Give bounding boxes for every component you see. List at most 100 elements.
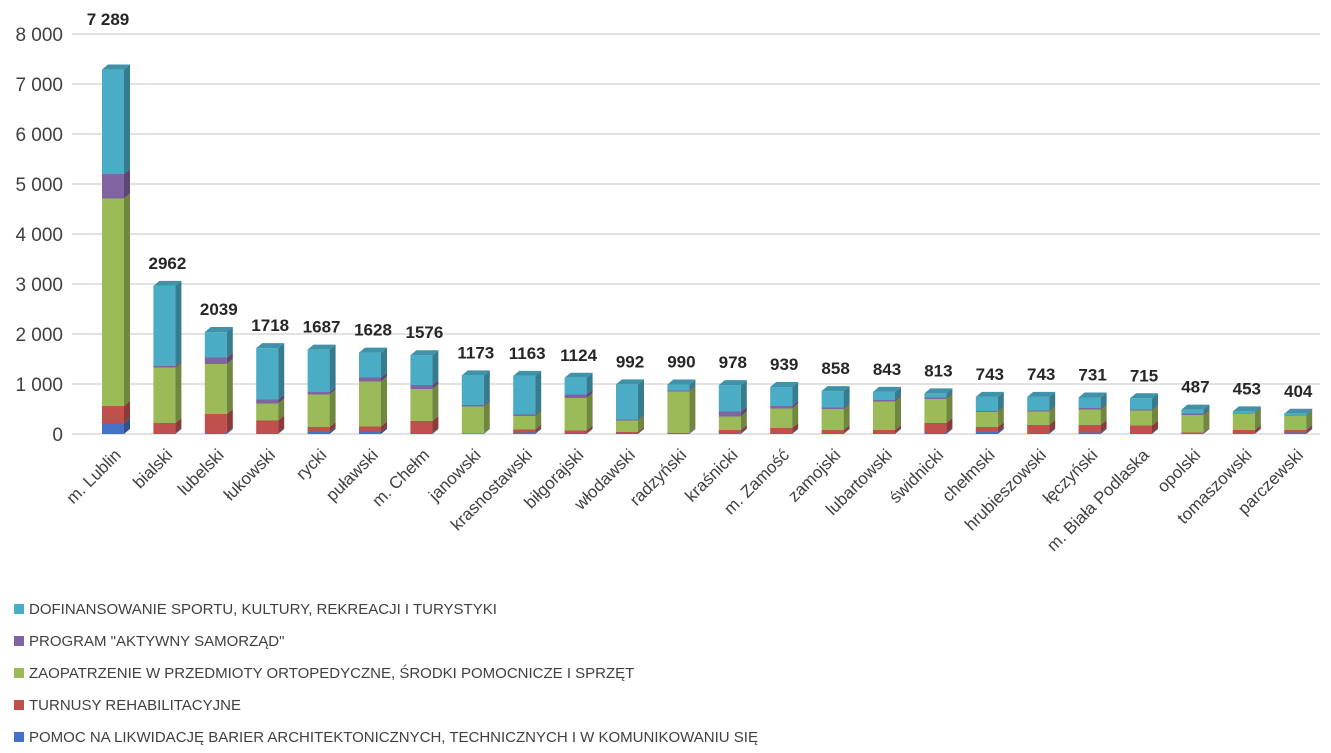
bar-segment: [770, 428, 793, 433]
bar-segment-side: [997, 427, 1004, 434]
bar-segment-side: [895, 395, 901, 402]
legend-item: POMOC NA LIKWIDACJĘ BARIER ARCHITEKTONIC…: [14, 721, 758, 753]
bar-top: [975, 391, 1004, 397]
y-tick-label: 4 000: [15, 225, 63, 246]
bar-segment-side: [1152, 393, 1158, 410]
bar-segment-side: [226, 409, 233, 433]
bar-segment: [1130, 398, 1152, 410]
bar-segment: [1284, 415, 1307, 430]
bar-segment-side: [895, 425, 901, 433]
bar-segment-side: [1203, 404, 1210, 414]
bar-segment-side: [1203, 408, 1210, 415]
total-label: 1576: [405, 323, 443, 342]
bar-segment-side: [843, 386, 850, 408]
bar-segment-side: [638, 415, 644, 432]
bar-segment-side: [689, 385, 696, 392]
bar-segment-side: [432, 350, 439, 385]
bar-segment: [307, 432, 330, 434]
bar-segment-side: [483, 401, 490, 434]
bar-segment-side: [226, 359, 233, 414]
legend-item: ZAOPATRZENIE W PRZEDMIOTY ORTOPEDYCZNE, …: [14, 657, 758, 689]
bar-segment: [1232, 433, 1255, 434]
bar-segment: [102, 406, 124, 423]
bar-stack: [102, 64, 130, 434]
bar-stack: [1027, 391, 1056, 434]
bar-segment-side: [381, 421, 387, 432]
bar-segment-side: [586, 389, 593, 398]
bar-segment: [410, 421, 433, 433]
bar-segment-side: [1049, 405, 1056, 412]
bar-segment: [410, 385, 433, 389]
bar-stack: [1181, 404, 1210, 434]
bar-segment: [256, 348, 279, 400]
bar-segment-side: [895, 396, 901, 430]
bar-stack: [153, 280, 182, 434]
bar-segment-side: [586, 393, 593, 431]
bar-stack: [410, 350, 439, 434]
total-label: 1124: [560, 346, 597, 365]
bar-segment-side: [124, 193, 130, 406]
bar-segment-side: [997, 407, 1004, 427]
bar-segment-side: [381, 372, 387, 382]
bar-segment-side: [1049, 428, 1056, 434]
bar-segment-side: [586, 372, 593, 395]
bar-segment: [1284, 413, 1307, 415]
bar-segment-side: [278, 428, 285, 434]
total-label: 404: [1284, 382, 1313, 401]
bar-segment-side: [1100, 420, 1107, 433]
bar-top: [513, 370, 542, 376]
bar-top: [1078, 392, 1107, 398]
bar-segment-side: [843, 428, 850, 434]
bar-segment-side: [740, 380, 747, 412]
bar-segment-side: [792, 403, 799, 428]
bar-stack: [359, 347, 387, 434]
bar-segment-side: [381, 426, 387, 434]
bar-stack: [821, 386, 850, 434]
bar-segment: [975, 427, 998, 432]
bar-segment-side: [740, 425, 747, 433]
bar-stack: [667, 379, 696, 434]
legend-item: TURNUSY REHABILITACYJNE: [14, 689, 758, 721]
bar-segment: [1232, 413, 1255, 430]
legend-label: POMOC NA LIKWIDACJĘ BARIER ARCHITEKTONIC…: [29, 728, 758, 746]
legend-swatch: [14, 700, 24, 710]
bar-segment-side: [278, 394, 285, 404]
bar-segment-side: [689, 428, 696, 434]
bar-segment: [359, 352, 381, 378]
total-labels: 7 289 2962 2039 1718 1687 1628 1576 1173 1163 112…: [87, 10, 1313, 401]
bar-segment: [1232, 430, 1255, 433]
legend-swatch: [14, 732, 24, 742]
bar-segment: [102, 423, 124, 434]
bar-segment-side: [1152, 428, 1158, 434]
bar-segment-side: [1100, 403, 1107, 410]
bar-segment: [718, 411, 741, 417]
bar-segment: [461, 375, 484, 405]
bar-segment: [564, 394, 587, 398]
x-tick-label: bialski: [129, 445, 176, 492]
bar-segment: [513, 375, 536, 415]
bar-top: [307, 344, 336, 350]
total-label: 843: [873, 360, 901, 379]
bar-segment-side: [1254, 425, 1261, 433]
y-tick-label: 5 000: [15, 175, 63, 196]
bar-top: [924, 388, 953, 394]
bar-segment-side: [535, 411, 542, 430]
total-label: 1628: [354, 321, 392, 340]
y-tick-label: 2 000: [15, 325, 63, 346]
bar-segment-side: [1306, 410, 1313, 416]
bar-segment-side: [535, 427, 542, 434]
bar-segment: [102, 69, 124, 174]
bar-segment-side: [175, 428, 182, 434]
bar-segment: [1232, 413, 1255, 414]
x-tick-label: m. Lublin: [63, 445, 125, 507]
bar-segment: [616, 432, 638, 434]
bar-stack: [873, 386, 901, 434]
total-label: 7 289: [87, 10, 130, 29]
bar-segment-side: [895, 428, 901, 434]
y-axis-ticks: 0 1 000 2 000 3 000 4 000 5 000 6 000 7 000 8 00…: [15, 25, 63, 446]
bar-top: [821, 386, 850, 392]
bar-segment-side: [1100, 404, 1107, 425]
bar-segment-side: [329, 422, 336, 432]
total-label: 1163: [509, 344, 546, 363]
